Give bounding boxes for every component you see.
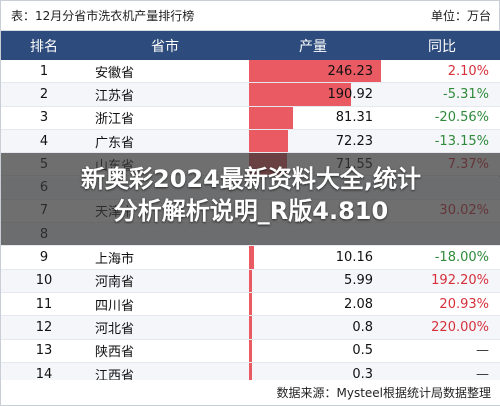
output-cell: 190.92: [243, 83, 383, 105]
footer: 数据来源：Mysteel根据统计局数据整理: [1, 380, 500, 405]
overlay-line-2: 分析解析说明_R版4.810: [113, 197, 389, 226]
rank-cell: 12: [35, 319, 53, 335]
output-value: 190.92: [327, 86, 374, 102]
output-cell: 10.16: [243, 246, 383, 268]
yoy-cell: -18.00%: [434, 250, 489, 266]
rank-cell: 3: [39, 110, 49, 126]
table-row: 2 江苏省 190.92 -5.31%: [1, 83, 500, 107]
table-row: 4 广东省 72.23 -13.15%: [1, 129, 500, 154]
yoy-cell: 2.10%: [447, 63, 489, 79]
province-cell: 广东省: [95, 135, 135, 151]
rank-cell: 11: [35, 296, 53, 312]
yoy-cell: 20.93%: [439, 296, 489, 312]
yoy-cell: -20.56%: [434, 110, 489, 126]
province-cell: 河北省: [95, 321, 135, 337]
output-value: 0.3: [352, 366, 373, 382]
output-bar: [249, 129, 288, 153]
output-bar: [249, 339, 252, 362]
output-cell: 0.3: [243, 363, 383, 385]
output-value: 0.5: [352, 343, 373, 359]
province-cell: 浙江省: [95, 112, 135, 128]
header-rank: 排名: [30, 38, 58, 55]
yoy-cell: —: [476, 343, 489, 359]
table-row: 12 河北省 0.8 220.00%: [1, 316, 500, 340]
table-row: 9 上海市 10.16 -18.00%: [1, 246, 500, 270]
output-cell: 0.8: [243, 316, 383, 338]
output-value: 2.08: [344, 296, 373, 312]
output-value: 246.23: [327, 63, 374, 79]
top-bar: 表：12月分省市洗衣机产量排行榜 单位：万台: [1, 1, 500, 31]
rank-cell: 4: [39, 133, 49, 149]
output-value: 10.16: [335, 250, 373, 266]
output-value: 81.31: [335, 110, 373, 126]
yoy-cell: —: [476, 366, 489, 382]
output-bar: [249, 60, 381, 83]
province-cell: 四川省: [95, 298, 135, 314]
output-value: 5.99: [344, 273, 373, 289]
data-source: 数据来源：Mysteel根据统计局数据整理: [276, 386, 491, 400]
rank-cell: 14: [35, 366, 53, 382]
output-bar: [249, 83, 352, 106]
rank-cell: 10: [35, 273, 53, 289]
rank-cell: 2: [39, 86, 49, 102]
watermark-overlay: 新奥彩2024最新资料大全,统计 分析解析说明_R版4.810: [1, 153, 500, 245]
output-bar: [249, 246, 255, 269]
unit-label: 单位：万台: [430, 9, 491, 23]
rank-cell: 1: [39, 63, 49, 79]
output-bar: [249, 106, 293, 129]
output-cell: 246.23: [243, 60, 383, 82]
table-row: 1 安徽省 246.23 2.10%: [1, 60, 500, 84]
output-value: 72.23: [335, 133, 373, 149]
header-province: 省市: [151, 38, 179, 55]
output-cell: 5.99: [243, 270, 383, 292]
output-bar: [249, 316, 252, 339]
output-cell: 0.5: [243, 340, 383, 362]
overlay-line-1: 新奥彩2024最新资料大全,统计: [81, 165, 421, 193]
rank-cell: 9: [39, 250, 49, 266]
province-cell: 安徽省: [95, 65, 135, 81]
table-row: 3 浙江省 81.31 -20.56%: [1, 106, 500, 130]
table-row: 10 河南省 5.99 192.20%: [1, 269, 500, 293]
table-row: 11 四川省 2.08 20.93%: [1, 293, 500, 317]
yoy-cell: -13.15%: [434, 133, 489, 149]
output-value: 0.8: [352, 319, 373, 335]
header-output: 产量: [299, 38, 327, 55]
table-row: 13 陕西省 0.5 —: [1, 339, 500, 363]
output-bar: [249, 362, 252, 386]
province-cell: 江苏省: [95, 88, 135, 104]
output-bar: [249, 269, 253, 292]
output-cell: 81.31: [243, 107, 383, 129]
table-title: 表：12月分省市洗衣机产量排行榜: [11, 9, 195, 23]
header-yoy: 同比: [428, 38, 456, 55]
yoy-cell: -5.31%: [443, 86, 489, 102]
yoy-cell: 220.00%: [431, 319, 489, 335]
province-cell: 上海市: [95, 252, 135, 268]
rank-cell: 13: [35, 343, 53, 359]
province-cell: 陕西省: [95, 345, 135, 361]
yoy-cell: 192.20%: [431, 273, 489, 289]
table-header: 排名 省市 产量 同比: [1, 31, 500, 60]
output-cell: 2.08: [243, 293, 383, 315]
province-cell: 河南省: [95, 275, 135, 291]
output-cell: 72.23: [243, 130, 383, 152]
province-cell: 江西省: [95, 368, 135, 384]
output-bar: [249, 293, 252, 316]
